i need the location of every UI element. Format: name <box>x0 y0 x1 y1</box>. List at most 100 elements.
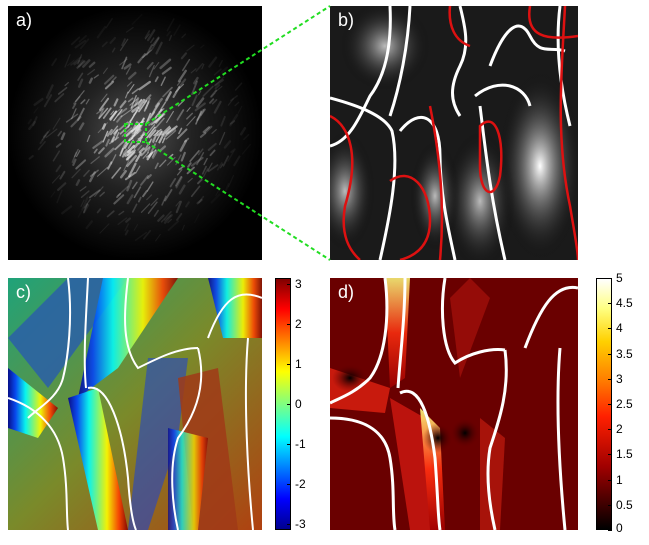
zoom-region-box <box>124 123 147 143</box>
speckle-streak <box>202 126 210 133</box>
red-contour <box>559 6 578 260</box>
speckle-streak <box>82 59 91 68</box>
speckle-streak <box>70 116 82 128</box>
speckle-streak <box>131 203 138 213</box>
speckle-streak <box>86 134 91 143</box>
speckle-streak <box>75 179 81 186</box>
colorbar-tick-mark <box>608 278 612 279</box>
colorbar-tick-mark <box>608 353 612 355</box>
speckle-streak <box>72 102 77 110</box>
colorbar-tick-mark <box>608 530 612 531</box>
speckle-streak <box>107 161 113 170</box>
colorbar-tick-label: 5 <box>616 271 623 285</box>
speckle-streak <box>57 182 67 192</box>
speckle-streak <box>51 174 61 184</box>
colorbar-tick-label: 2 <box>295 316 302 331</box>
speckle-streak <box>83 198 91 209</box>
speckle-streak <box>83 169 90 177</box>
speckle-streak <box>96 166 109 177</box>
speckle-streak <box>80 199 85 208</box>
speckle-streak <box>88 171 96 183</box>
speckle-streak <box>98 107 109 120</box>
speckle-streak <box>96 208 102 214</box>
panel-c-phase-map: c) <box>8 278 262 530</box>
speckle-streak <box>61 205 73 215</box>
speckle-streak <box>94 186 104 198</box>
speckle-streak <box>88 77 93 84</box>
panel-b-zoom-intensity: b) <box>330 6 578 260</box>
speckle-streak <box>137 53 147 64</box>
speckle-streak <box>121 38 126 47</box>
colorbar-tick-label: -2 <box>295 477 306 492</box>
speckle-streak <box>42 131 49 138</box>
speckle-streak <box>78 122 85 131</box>
speckle-streak <box>80 99 86 105</box>
speckle-streak <box>33 107 39 114</box>
red-contour <box>389 174 432 260</box>
speckle-streak <box>55 164 62 173</box>
speckle-streak <box>102 107 112 119</box>
speckle-streak <box>129 98 138 106</box>
speckle-streak <box>138 99 148 113</box>
speckle-streak <box>55 142 62 148</box>
colorbar-tick-mark <box>608 454 612 456</box>
speckle-streak <box>239 126 247 136</box>
speckle-streak <box>64 54 71 68</box>
speckle-streak <box>105 17 113 29</box>
speckle-streak <box>211 128 217 135</box>
white-contour <box>330 6 392 148</box>
speckle-streak <box>102 130 109 143</box>
white-contour <box>124 278 199 370</box>
speckle-streak <box>28 154 34 160</box>
colorbar-tick-label: -1 <box>295 437 306 452</box>
colorbar-tick-mark <box>287 404 291 405</box>
speckle-streak <box>116 192 122 198</box>
intensity-map-plot <box>330 278 578 530</box>
speckle-streak <box>78 34 87 43</box>
red-contour <box>478 120 503 194</box>
colorbar-tick-label: 1.5 <box>616 447 633 462</box>
speckle-streak <box>77 78 84 88</box>
speckle-streak <box>74 39 87 49</box>
speckle-streak <box>96 108 104 115</box>
speckle-streak <box>99 223 110 234</box>
speckle-streak <box>113 109 123 122</box>
white-contour <box>398 115 457 260</box>
speckle-streak <box>130 125 139 133</box>
speckle-streak <box>52 117 61 130</box>
speckle-streak <box>93 148 98 154</box>
speckle-streak <box>126 149 136 161</box>
colorbar-tick-mark <box>608 504 612 506</box>
speckle-streak <box>122 148 128 156</box>
colorbar-tick-label: 4 <box>616 321 623 336</box>
speckle-streak <box>75 159 87 170</box>
white-contour <box>8 397 69 530</box>
speckle-streak <box>71 108 77 120</box>
speckle-streak <box>54 93 65 103</box>
speckle-streak <box>100 93 108 103</box>
speckle-streak <box>133 186 142 199</box>
speckle-streak <box>93 74 99 79</box>
panel-d-label: d) <box>338 282 355 302</box>
speckle-streak <box>199 132 207 138</box>
speckle-streak <box>57 86 68 95</box>
speckle-streak <box>111 136 116 143</box>
speckle-streak <box>128 128 142 141</box>
colorbar-tick-mark <box>287 444 291 446</box>
speckle-streak <box>27 118 33 125</box>
speckle-streak <box>126 154 138 168</box>
speckle-streak <box>160 125 171 136</box>
white-contour <box>87 386 137 530</box>
colorbar-tick-mark <box>608 479 612 481</box>
speckle-streak <box>28 120 36 131</box>
speckle-streak <box>79 186 87 192</box>
speckle-streak <box>137 98 143 106</box>
speckle-streak <box>80 190 90 198</box>
speckle-streak <box>124 171 136 181</box>
speckle-streak <box>98 147 105 155</box>
speckle-streak <box>121 56 128 70</box>
speckle-streak <box>96 25 107 39</box>
panel-a-label: a) <box>16 10 33 30</box>
colorbar-tick-label: 3 <box>616 371 623 386</box>
colorbar-tick-mark <box>608 378 612 380</box>
